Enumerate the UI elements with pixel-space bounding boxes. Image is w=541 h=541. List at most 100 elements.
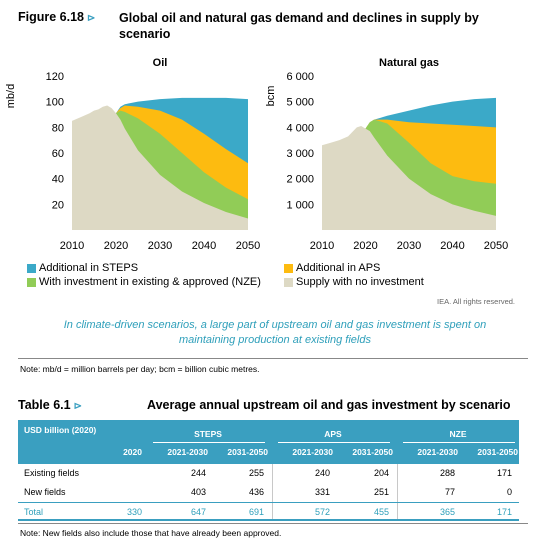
col-header-period: 2021-2030	[167, 447, 208, 457]
table-cell: 331	[314, 487, 330, 497]
col-header-period: 2031-2050	[227, 447, 268, 457]
legend-item-nze: With investment in existing & approved (…	[27, 276, 261, 288]
chart-title: Natural gas	[379, 57, 439, 69]
chart-title: Oil	[153, 57, 168, 69]
legend-item-aps: Additional in APS	[284, 262, 380, 274]
table-title: Average annual upstream oil and gas inve…	[147, 398, 511, 412]
row-label: Existing fields	[24, 468, 80, 478]
table-note: Note: New fields also include those that…	[20, 528, 282, 538]
y-tick-label: 4 000	[286, 122, 314, 134]
legend-label: Additional in STEPS	[39, 262, 139, 274]
col-header-period: 2031-2050	[477, 447, 518, 457]
table-row: New fields 403 436 331 251 77 0	[18, 483, 519, 502]
y-tick-label: 20	[52, 199, 64, 211]
y-tick-label: 3 000	[286, 148, 314, 160]
series-history-area	[72, 105, 116, 230]
gas-chart: Natural gas bcm 1 000 2 000 3 000 4 000 5 000 6…	[265, 57, 508, 252]
column-separator	[397, 464, 398, 521]
table-label: Table 6.1 ⊳	[18, 398, 82, 412]
y-tick-label: 120	[46, 71, 64, 83]
legend-swatch-no-investment	[284, 277, 293, 287]
y-tick-label: 80	[52, 122, 64, 134]
table-cell: 572	[314, 507, 330, 517]
table-cell: 255	[248, 468, 264, 478]
x-tick-label: 2050	[484, 240, 508, 252]
y-tick-label: 1 000	[286, 199, 314, 211]
legend-swatch-nze	[27, 277, 36, 287]
copyright-notice: IEA. All rights reserved.	[437, 297, 515, 306]
col-header-base-year: 2020	[123, 447, 142, 457]
table-cell: 0	[506, 487, 512, 497]
table-cell: 330	[126, 507, 142, 517]
legend-item-steps: Additional in STEPS	[27, 262, 138, 274]
y-tick-label: 2 000	[286, 174, 314, 186]
row-label: Total	[24, 507, 44, 517]
table-cell: 365	[439, 507, 455, 517]
table-corner-label: USD billion (2020)	[24, 425, 97, 435]
table-cell: 240	[314, 468, 330, 478]
row-label: New fields	[24, 487, 66, 497]
table-cell: 171	[496, 507, 512, 517]
x-tick-label: 2030	[148, 240, 172, 252]
x-tick-label: 2020	[353, 240, 377, 252]
x-tick-label: 2010	[310, 240, 334, 252]
y-tick-label: 5 000	[286, 97, 314, 109]
divider	[18, 358, 528, 359]
col-header-period: 2021-2030	[292, 447, 333, 457]
column-separator	[272, 464, 273, 521]
table-cell: 403	[190, 487, 206, 497]
y-axis-label: bcm	[265, 86, 277, 107]
x-tick-label: 2040	[440, 240, 464, 252]
figure-number: Figure 6.18	[18, 10, 84, 24]
group-underline	[403, 442, 515, 443]
legend-label: Additional in APS	[296, 262, 381, 274]
y-axis-label: mb/d	[5, 84, 17, 108]
x-tick-label: 2040	[192, 240, 216, 252]
figure-arrow-icon: ⊳	[87, 13, 96, 24]
col-header-period: 2031-2050	[352, 447, 393, 457]
x-tick-label: 2020	[104, 240, 128, 252]
table-cell: 647	[190, 507, 206, 517]
table-cell: 288	[439, 468, 455, 478]
x-tick-label: 2050	[236, 240, 260, 252]
table-cell: 691	[248, 507, 264, 517]
x-tick-label: 2030	[397, 240, 421, 252]
table-arrow-icon: ⊳	[73, 401, 82, 412]
y-tick-label: 60	[52, 148, 64, 160]
chart-legend: Additional in STEPS Additional in APS Wi…	[27, 262, 527, 290]
table-cell: 244	[190, 468, 206, 478]
group-header-aps: APS	[324, 429, 342, 439]
investment-table: USD billion (2020) 2020 STEPS APS NZE 20…	[18, 420, 519, 521]
table-header: Table 6.1 ⊳ Average annual upstream oil a…	[18, 398, 528, 414]
figure-caption: In climate-driven scenarios, a large par…	[63, 319, 487, 346]
figure-title: Global oil and natural gas demand and de…	[119, 11, 479, 41]
legend-item-no-investment: Supply with no investment	[284, 276, 424, 288]
table-cell: 77	[444, 487, 455, 497]
table-row-total: Total 330 647 691 572 455 365 171	[18, 502, 519, 521]
table-row: Existing fields 244 255 240 204 288 171	[18, 464, 519, 483]
y-tick-label: 100	[46, 97, 64, 109]
legend-label: With investment in existing & approved (…	[39, 276, 261, 288]
table-cell: 455	[373, 507, 389, 517]
table-cell: 251	[373, 487, 389, 497]
gas-chart-panel: Natural gas bcm 1 000 2 000 3 000 4 000 5 000 6…	[265, 48, 540, 266]
table-cell: 204	[373, 468, 389, 478]
table-number: Table 6.1	[18, 398, 71, 412]
y-tick-label: 40	[52, 174, 64, 186]
table-cell: 436	[248, 487, 264, 497]
legend-swatch-steps	[27, 263, 36, 273]
figure-label: Figure 6.18 ⊳	[18, 10, 95, 24]
table-body: Existing fields 244 255 240 204 288 171 …	[18, 464, 519, 521]
figure-note: Note: mb/d = million barrels per day; bc…	[20, 364, 260, 374]
group-underline	[153, 442, 265, 443]
series-area-no-investment	[116, 113, 248, 230]
legend-swatch-aps	[284, 263, 293, 273]
y-tick-label: 6 000	[286, 71, 314, 83]
table-cell: 171	[496, 468, 512, 478]
oil-chart-panel: Oil mb/d 20 40 60 80 100 120 2010 2020 2030 2040 205…	[0, 48, 270, 266]
legend-label: Supply with no investment	[296, 276, 424, 288]
series-history-area	[322, 126, 366, 230]
series-area-no-investment	[365, 128, 496, 230]
col-header-period: 2021-2030	[417, 447, 458, 457]
table-head: USD billion (2020) 2020 STEPS APS NZE 20…	[18, 420, 519, 464]
